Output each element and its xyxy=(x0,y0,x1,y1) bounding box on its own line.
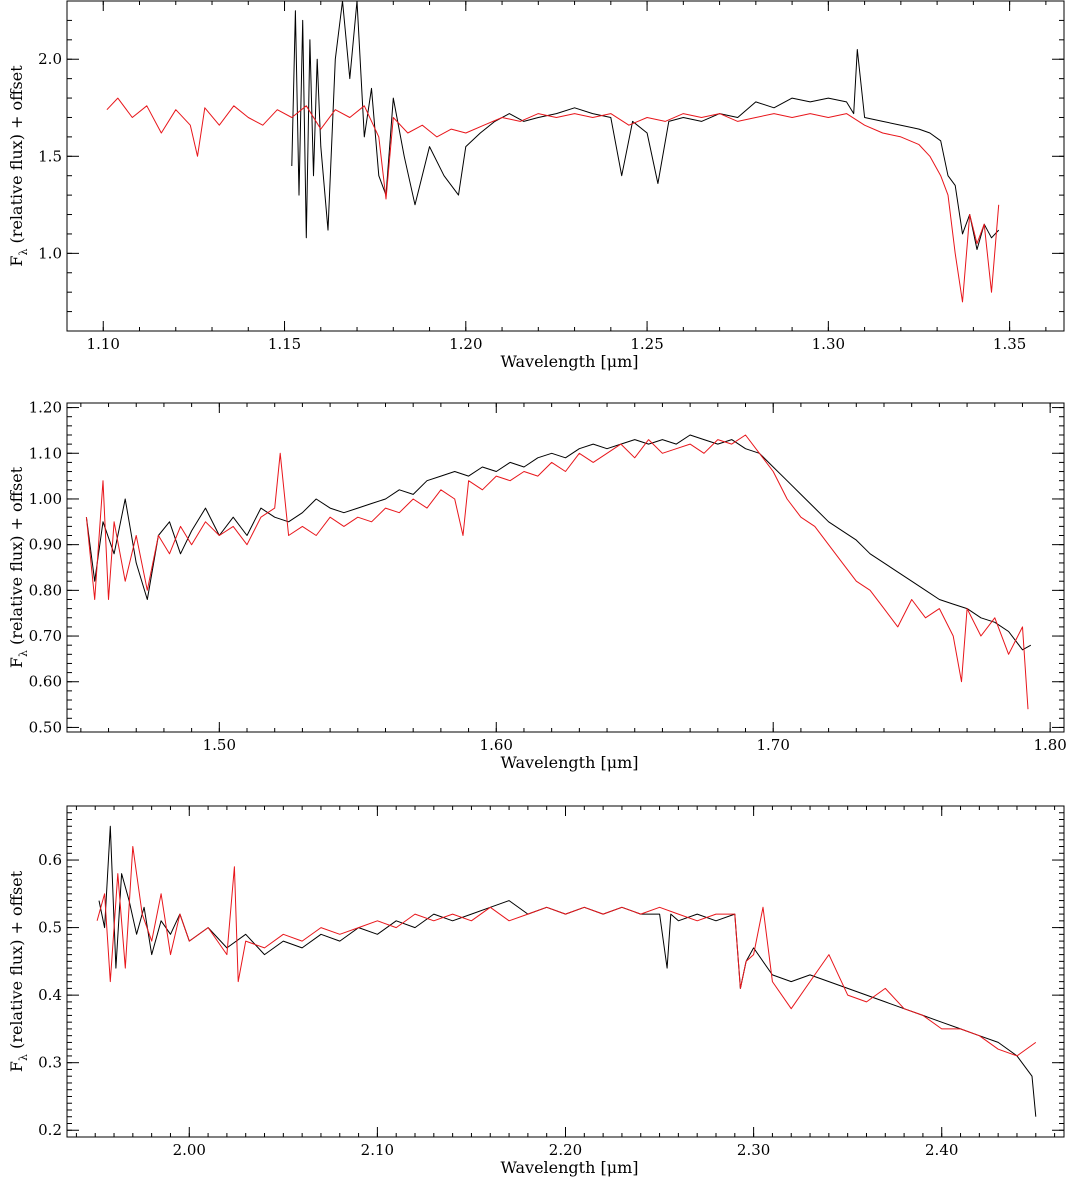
panel-3-ticks xyxy=(67,805,1064,1138)
panel-3-y-axis-label: Fλ (relative flux) + offset xyxy=(7,870,30,1072)
panel-3-x-tick-label: 2.30 xyxy=(737,1141,770,1159)
panel-1-y-tick-label: 2.0 xyxy=(38,50,62,68)
panel-3-y-tick-label: 0.5 xyxy=(38,919,62,937)
panel-1-x-axis-label: Wavelength [μm] xyxy=(500,352,638,371)
panel-1-x-tick-label: 1.20 xyxy=(449,335,482,353)
panel-3-y-tick-label: 0.2 xyxy=(38,1121,62,1139)
panel-3-x-tick-label: 2.00 xyxy=(173,1141,206,1159)
panel-2-y-tick-label: 0.70 xyxy=(29,627,62,645)
panel-3-x-tick-label: 2.20 xyxy=(549,1141,582,1159)
panel-1-y-tick-label: 1.0 xyxy=(38,244,62,262)
panel-2-ticks xyxy=(67,403,1064,732)
panel-3-y-tick-label: 0.6 xyxy=(38,851,62,869)
panel-2-x-tick-label: 1.80 xyxy=(1033,736,1066,754)
panel-2: 1.50 1.60 1.70 1.80 0.50 0.60 0.70 0.80 0.90 1.00… xyxy=(7,399,1067,772)
panel-3-series-2-line xyxy=(96,846,1037,1057)
panel-2-y-axis-label: Fλ (relative flux) + offset xyxy=(7,466,30,668)
panel-1-y-axis-label: Fλ (relative flux) + offset xyxy=(7,65,30,267)
panel-1: 1.10 1.15 1.20 1.25 1.30 1.35 1.0 1.5 2.0 Wavelen… xyxy=(7,0,1065,371)
panel-1-x-tick-label: 1.35 xyxy=(993,335,1026,353)
panel-1-y-tick-label: 1.5 xyxy=(38,147,62,165)
panel-2-y-tick-label: 1.10 xyxy=(29,444,62,462)
panel-1-x-tick-label: 1.25 xyxy=(630,335,663,353)
panel-2-y-tick-label: 0.60 xyxy=(29,673,62,691)
panel-2-x-tick-label: 1.50 xyxy=(203,736,236,754)
panel-2-plot-frame xyxy=(66,402,1065,733)
panel-1-x-tick-label: 1.10 xyxy=(87,335,120,353)
panel-3-series-1-line xyxy=(98,825,1037,1117)
panel-3-x-axis-label: Wavelength [μm] xyxy=(500,1158,638,1177)
panel-1-series-1-line xyxy=(291,1,1000,250)
panel-3-y-tick-label: 0.4 xyxy=(38,986,62,1004)
panel-1-series-2-line xyxy=(106,97,1000,303)
panel-2-series-2-line xyxy=(85,434,1029,710)
panel-2-x-tick-label: 1.70 xyxy=(757,736,790,754)
panel-2-y-tick-label: 1.00 xyxy=(29,490,62,508)
panel-3: 2.00 2.10 2.20 2.30 2.40 0.2 0.3 0.4 0.5 0.6 Wavel… xyxy=(7,805,1065,1177)
panel-2-y-tick-label: 0.80 xyxy=(29,581,62,599)
panel-1-x-tick-label: 1.15 xyxy=(268,335,301,353)
panel-1-ticks xyxy=(66,0,1064,332)
panel-1-x-tick-label: 1.30 xyxy=(812,335,845,353)
panel-2-y-tick-label: 0.90 xyxy=(29,536,62,554)
panel-3-x-tick-label: 2.10 xyxy=(361,1141,394,1159)
panel-2-series-1-line xyxy=(85,434,1032,651)
panel-3-plot-frame xyxy=(66,805,1065,1138)
panel-3-y-tick-label: 0.3 xyxy=(38,1054,62,1072)
panel-3-x-tick-label: 2.40 xyxy=(925,1141,958,1159)
panel-2-y-tick-label: 0.50 xyxy=(29,718,62,736)
panel-2-x-axis-label: Wavelength [μm] xyxy=(500,753,638,772)
panel-2-y-tick-label: 1.20 xyxy=(29,399,62,417)
panel-2-x-tick-label: 1.60 xyxy=(480,736,513,754)
panel-1-plot-frame xyxy=(66,0,1065,332)
